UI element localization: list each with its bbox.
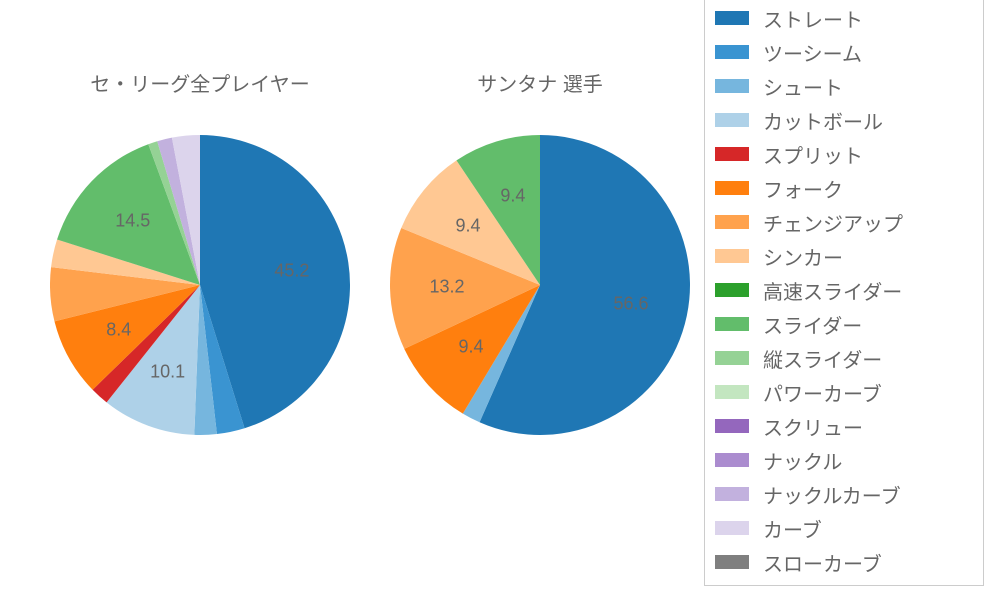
legend-swatch-knuckle bbox=[715, 453, 749, 467]
pie-label-fork: 9.4 bbox=[459, 337, 484, 358]
legend-label-knuckle_curve: ナックルカーブ bbox=[763, 480, 901, 509]
legend-swatch-sinker bbox=[715, 249, 749, 263]
legend-swatch-screw bbox=[715, 419, 749, 433]
chart-container: { "background_color": "#ffffff", "text_c… bbox=[0, 0, 1000, 600]
pie-label-straight: 45.2 bbox=[274, 261, 309, 282]
legend-swatch-fast_slider bbox=[715, 283, 749, 297]
legend-item-cutball: カットボール bbox=[715, 103, 973, 137]
pie-label-slider: 9.4 bbox=[500, 186, 525, 207]
legend-swatch-split bbox=[715, 147, 749, 161]
pie-label-slider: 14.5 bbox=[115, 210, 150, 231]
chart-title-right: サンタナ 選手 bbox=[400, 68, 680, 97]
legend-item-changeup: チェンジアップ bbox=[715, 205, 973, 239]
legend-item-straight: ストレート bbox=[715, 1, 973, 35]
legend-label-curve: カーブ bbox=[763, 514, 822, 543]
legend-swatch-knuckle_curve bbox=[715, 487, 749, 501]
legend-label-cutball: カットボール bbox=[763, 106, 883, 135]
pie-svg bbox=[50, 135, 350, 435]
legend-item-knuckle_curve: ナックルカーブ bbox=[715, 477, 973, 511]
legend-swatch-curve bbox=[715, 521, 749, 535]
legend-item-slider: スライダー bbox=[715, 307, 973, 341]
legend-swatch-cutball bbox=[715, 113, 749, 127]
legend-item-fork: フォーク bbox=[715, 171, 973, 205]
legend-item-power_curve: パワーカーブ bbox=[715, 375, 973, 409]
legend-label-shoot: シュート bbox=[763, 72, 843, 101]
legend-item-slow_curve: スローカーブ bbox=[715, 545, 973, 579]
pie-chart-right: 56.6 9.4 13.2 9.4 9.4 bbox=[390, 135, 690, 435]
legend-swatch-two_seam bbox=[715, 45, 749, 59]
legend-label-fast_slider: 高速スライダー bbox=[763, 276, 902, 305]
legend-item-curve: カーブ bbox=[715, 511, 973, 545]
legend-label-power_curve: パワーカーブ bbox=[763, 378, 882, 407]
legend-label-split: スプリット bbox=[763, 140, 863, 169]
legend-item-knuckle: ナックル bbox=[715, 443, 973, 477]
legend-swatch-fork bbox=[715, 181, 749, 195]
legend-item-sinker: シンカー bbox=[715, 239, 973, 273]
legend-swatch-shoot bbox=[715, 79, 749, 93]
pie-label-sinker: 9.4 bbox=[455, 216, 480, 237]
legend-item-shoot: シュート bbox=[715, 69, 973, 103]
pie-label-fork: 8.4 bbox=[106, 320, 131, 341]
pie-label-changeup: 13.2 bbox=[429, 277, 464, 298]
legend-item-split: スプリット bbox=[715, 137, 973, 171]
legend-item-fast_slider: 高速スライダー bbox=[715, 273, 973, 307]
legend-label-straight: ストレート bbox=[763, 4, 863, 33]
legend-label-fork: フォーク bbox=[763, 174, 843, 203]
legend-swatch-straight bbox=[715, 11, 749, 25]
legend-item-two_seam: ツーシーム bbox=[715, 35, 973, 69]
legend-label-screw: スクリュー bbox=[763, 412, 863, 441]
chart-title-left: セ・リーグ全プレイヤー bbox=[60, 68, 340, 97]
legend-swatch-power_curve bbox=[715, 385, 749, 399]
legend-label-slow_curve: スローカーブ bbox=[763, 548, 882, 577]
legend-label-knuckle: ナックル bbox=[763, 446, 842, 475]
legend-label-slider: スライダー bbox=[763, 310, 862, 339]
legend-label-v_slider: 縦スライダー bbox=[763, 344, 882, 373]
legend-swatch-v_slider bbox=[715, 351, 749, 365]
pie-chart-left: 45.2 10.1 8.4 14.5 bbox=[50, 135, 350, 435]
legend-swatch-slow_curve bbox=[715, 555, 749, 569]
legend-label-sinker: シンカー bbox=[763, 242, 843, 271]
pie-label-cutball: 10.1 bbox=[150, 362, 185, 383]
legend-label-two_seam: ツーシーム bbox=[763, 38, 862, 67]
legend-item-screw: スクリュー bbox=[715, 409, 973, 443]
pie-label-straight: 56.6 bbox=[613, 294, 648, 315]
legend-label-changeup: チェンジアップ bbox=[763, 208, 903, 237]
legend-swatch-changeup bbox=[715, 215, 749, 229]
legend-item-v_slider: 縦スライダー bbox=[715, 341, 973, 375]
legend-swatch-slider bbox=[715, 317, 749, 331]
legend: ストレートツーシームシュートカットボールスプリットフォークチェンジアップシンカー… bbox=[704, 0, 984, 586]
